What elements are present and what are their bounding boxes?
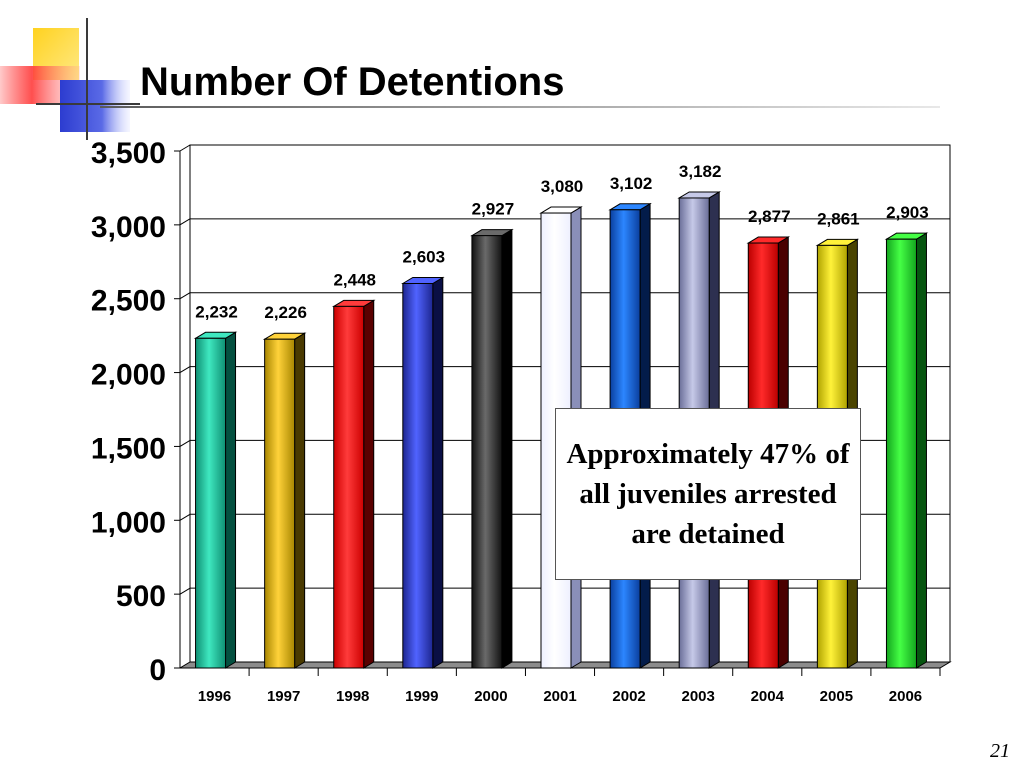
data-label: 3,080: [541, 177, 584, 196]
y-tick-label: 2,000: [91, 359, 166, 392]
bar-side: [225, 331, 237, 669]
bar-side: [432, 276, 444, 669]
gridline-side: [179, 366, 191, 374]
y-tick-label: 3,500: [91, 137, 166, 170]
bar-1999: [402, 282, 434, 669]
gridline-side: [179, 292, 191, 300]
bar-side: [915, 232, 927, 669]
x-tick-label: 1999: [405, 688, 438, 705]
data-label: 2,903: [886, 203, 929, 222]
callout-box: Approximately 47% of all juveniles arres…: [555, 408, 861, 580]
gridline-side: [179, 144, 191, 152]
bar-1996: [195, 337, 227, 669]
x-tick-label: 2004: [751, 688, 785, 705]
x-tick-label: 2005: [820, 688, 853, 705]
x-tick-label: 1997: [267, 688, 300, 705]
data-label: 2,877: [748, 207, 791, 226]
x-tick-label: 2006: [889, 688, 922, 705]
y-tick-label: 1,500: [91, 432, 166, 465]
y-tick-label: 0: [149, 654, 166, 687]
bar-1997: [264, 338, 296, 669]
x-tick-label: 2002: [612, 688, 645, 705]
bar-side: [294, 332, 306, 669]
title-underline: [100, 106, 940, 108]
gridline-side: [179, 513, 191, 521]
data-label: 3,102: [610, 174, 653, 193]
bar-2006: [885, 238, 917, 669]
gridline-side: [179, 218, 191, 226]
gridline-side: [179, 439, 191, 447]
data-label: 2,927: [472, 200, 515, 219]
callout-text: Approximately 47% of all juveniles arres…: [566, 438, 850, 550]
slide-number: 21: [990, 740, 1010, 762]
bar-side: [501, 228, 513, 669]
page-title: Number Of Detentions: [140, 60, 565, 104]
x-tick-label: 2000: [474, 688, 507, 705]
bar-1998: [333, 305, 365, 669]
y-tick-label: 2,500: [91, 285, 166, 318]
data-label: 3,182: [679, 162, 722, 181]
gridline-side: [179, 587, 191, 595]
data-label: 2,861: [817, 209, 860, 228]
data-label: 2,603: [403, 247, 446, 266]
y-tick-label: 1,000: [91, 506, 166, 539]
data-label: 2,232: [195, 302, 238, 321]
data-label: 2,226: [264, 303, 307, 322]
bar-2000: [471, 235, 503, 669]
x-tick-label: 2003: [681, 688, 714, 705]
x-tick-label: 1996: [198, 688, 231, 705]
data-label: 2,448: [333, 270, 376, 289]
bar-side: [363, 299, 375, 669]
y-tick-label: 500: [116, 580, 166, 613]
x-tick-label: 1998: [336, 688, 369, 705]
y-tick-label: 3,000: [91, 211, 166, 244]
x-tick-label: 2001: [543, 688, 576, 705]
